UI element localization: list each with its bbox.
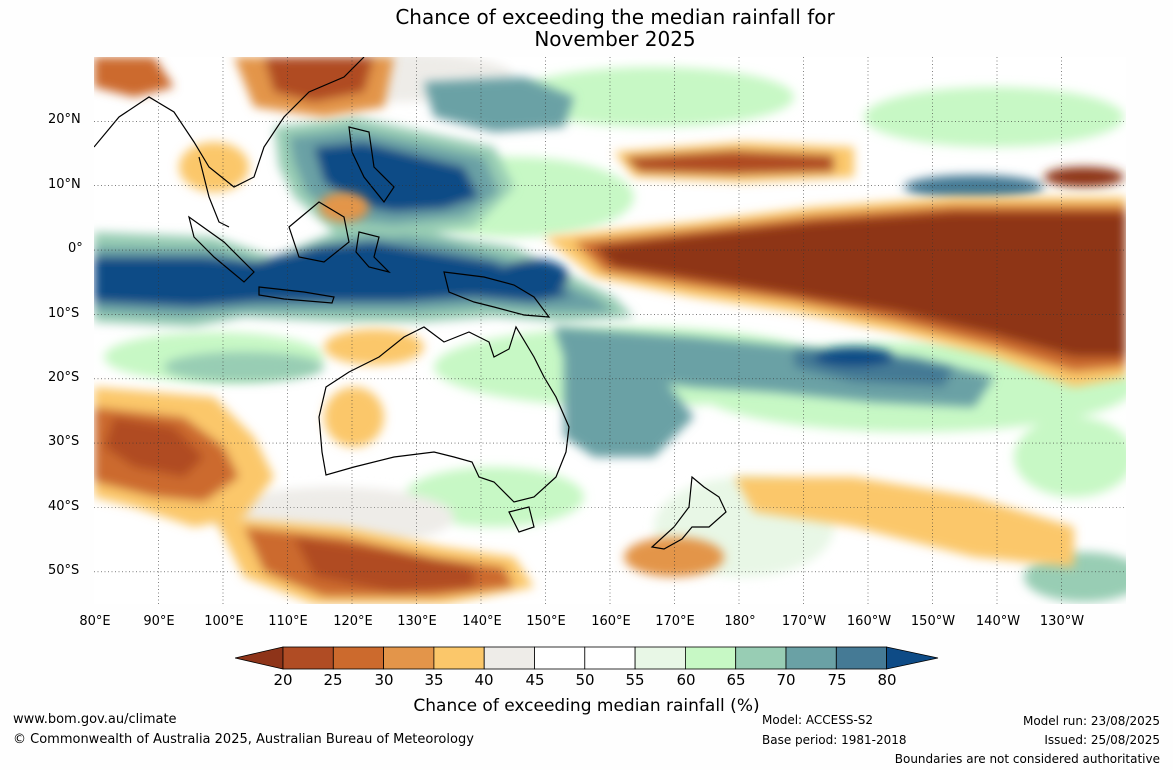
colorbar-swatch-50-55 <box>584 646 636 670</box>
lat-label-40s: 40°S <box>48 499 80 514</box>
rainfall-outlook-map <box>94 57 1126 604</box>
footer-base-period: Base period: 1981-2018 <box>762 733 907 747</box>
lat-label-20s: 20°S <box>48 370 80 385</box>
lon-label-160w: 160°W <box>846 614 892 629</box>
lon-label-150w: 150°W <box>910 614 956 629</box>
colorbar-swatch-70-75 <box>785 646 837 670</box>
colorbar-tick-70: 70 <box>776 671 796 689</box>
new-guinea-coastline <box>443 271 551 318</box>
colorbar-tick-65: 65 <box>726 671 746 689</box>
colorbar-swatch-75-80 <box>835 646 887 670</box>
colorbar-swatch-45-50 <box>534 646 586 670</box>
colorbar-swatch-25-30 <box>332 646 385 670</box>
lat-label-30s: 30°S <box>48 434 80 449</box>
philippines-coastline <box>348 126 395 204</box>
colorbar-swatch-35-40 <box>433 646 485 670</box>
colorbar-swatch-65-70 <box>735 646 787 670</box>
colorbar-swatch-20-25 <box>282 646 334 670</box>
coastlines <box>94 57 727 550</box>
footer-model: Model: ACCESS-S2 <box>762 713 874 727</box>
malay-peninsula-coastline <box>198 156 230 228</box>
colorbar-tick-45: 45 <box>525 671 545 689</box>
footer-model-run: Model run: 23/08/2025 <box>1022 714 1160 728</box>
lon-label-140w: 140°W <box>975 614 1021 629</box>
colorbar-swatch-55-60 <box>634 646 686 670</box>
australia-coastline <box>318 325 570 503</box>
colorbar-tick-35: 35 <box>424 671 444 689</box>
lon-label-180: 180° <box>724 614 756 629</box>
colorbar-swatch-above-80 <box>886 646 939 670</box>
colorbar-tick-20: 20 <box>273 671 293 689</box>
colorbar-swatch-30-35 <box>383 646 435 670</box>
probability-field-wet <box>94 77 1044 457</box>
colorbar-tick-55: 55 <box>625 671 645 689</box>
probability-field-dry <box>94 57 1126 604</box>
lon-label-130e: 130°E <box>397 614 437 629</box>
colorbar-tick-60: 60 <box>676 671 696 689</box>
lon-label-170w: 170°W <box>781 614 827 629</box>
colorbar-swatch-40-45 <box>483 646 535 670</box>
colorbar-label: Chance of exceeding median rainfall (%) <box>413 696 760 716</box>
lon-label-170e: 170°E <box>655 614 695 629</box>
lat-label-equator: 0° <box>68 241 83 256</box>
colorbar <box>235 646 939 670</box>
map-title-line1: Chance of exceeding the median rainfall … <box>395 5 835 29</box>
colorbar-tick-40: 40 <box>474 671 494 689</box>
lon-label-140e: 140°E <box>462 614 502 629</box>
lat-label-50s: 50°S <box>48 563 80 578</box>
colorbar-tick-75: 75 <box>827 671 847 689</box>
lon-label-110e: 110°E <box>268 614 308 629</box>
sumatra-coastline <box>188 215 255 283</box>
footer-website: www.bom.gov.au/climate <box>13 712 177 727</box>
lon-label-90e: 90°E <box>143 614 175 629</box>
lat-label-20n: 20°N <box>48 112 81 127</box>
new-zealand-coastline <box>650 475 727 550</box>
borneo-coastline <box>288 201 350 263</box>
footer-disclaimer: Boundaries are not considered authoritat… <box>894 752 1160 766</box>
colorbar-tick-30: 30 <box>374 671 394 689</box>
colorbar-swatch-below-20 <box>235 646 284 670</box>
colorbar-tick-80: 80 <box>877 671 897 689</box>
lon-label-120e: 120°E <box>333 614 373 629</box>
colorbar-tick-25: 25 <box>323 671 343 689</box>
footer-issued: Issued: 25/08/2025 <box>1044 733 1160 747</box>
lon-label-100e: 100°E <box>204 614 244 629</box>
lon-label-150e: 150°E <box>526 614 566 629</box>
footer-copyright: © Commonwealth of Australia 2025, Austra… <box>13 732 474 747</box>
lon-label-130w: 130°W <box>1039 614 1085 629</box>
sulawesi-coastline <box>355 231 391 274</box>
lon-label-160e: 160°E <box>591 614 631 629</box>
mainland-asia-coastline <box>94 57 365 188</box>
map-title-line2: November 2025 <box>534 27 696 51</box>
tasmania-coastline <box>508 506 535 533</box>
java-coastline <box>258 286 335 304</box>
lon-label-80e: 80°E <box>79 614 111 629</box>
graticule <box>94 57 1126 604</box>
lat-label-10n: 10°N <box>48 177 81 192</box>
lat-label-10s: 10°S <box>48 306 80 321</box>
colorbar-tick-50: 50 <box>575 671 595 689</box>
colorbar-swatch-60-65 <box>684 646 737 670</box>
